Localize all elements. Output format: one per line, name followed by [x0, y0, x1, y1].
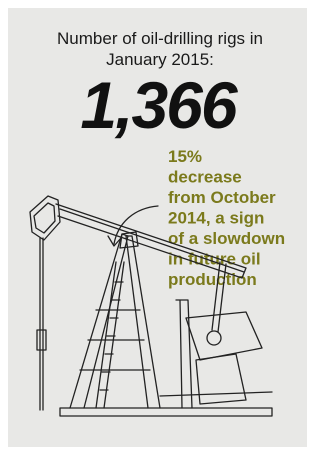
page: {"heading": {"lines": ["Number of oil-dr… — [0, 0, 315, 455]
callout-line: of a slowdown — [168, 229, 285, 248]
callout-line: decrease — [168, 168, 242, 187]
infographic: Number of oil-drilling rigs in January 2… — [0, 0, 315, 455]
heading-line: January 2015: — [106, 50, 214, 69]
callout-line: from October — [168, 188, 276, 207]
heading-line: Number of oil-drilling rigs in — [57, 29, 263, 48]
callout-line: 2014, a sign — [168, 209, 264, 228]
callout-line: in future oil — [168, 250, 261, 269]
big-figure: 1,366 — [80, 68, 238, 142]
callout-line: 15% — [168, 147, 202, 166]
